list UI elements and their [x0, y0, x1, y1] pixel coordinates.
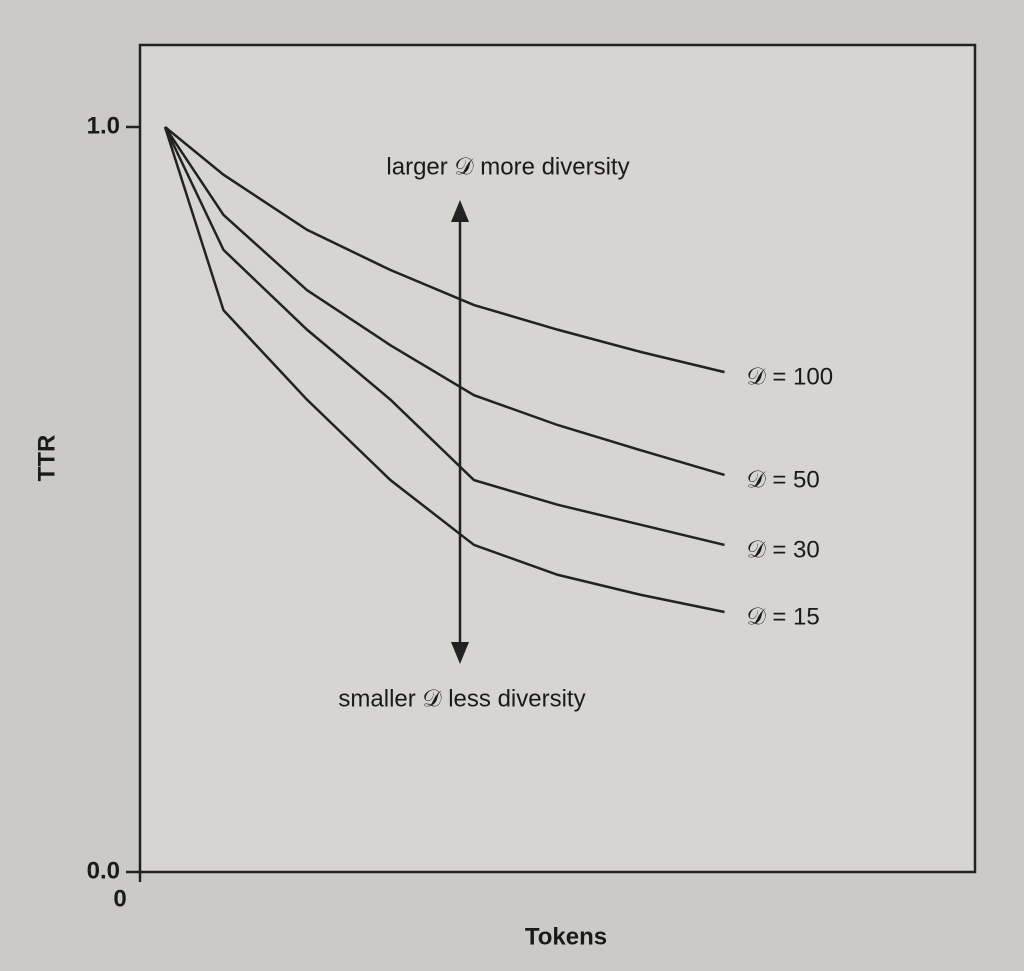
- arrow-head-up: [451, 200, 469, 222]
- annotation: larger 𝒟 more diversity: [386, 153, 629, 180]
- series-line: [164, 126, 725, 477]
- x-axis-label: Tokens: [525, 923, 607, 950]
- arrow-head-down: [451, 642, 469, 664]
- annotation: smaller 𝒟 less diversity: [338, 685, 585, 712]
- y-tick-label: 0.0: [87, 857, 120, 884]
- series-label: 𝒟 = 50: [747, 466, 820, 493]
- series-line: [163, 126, 725, 547]
- series-line: [164, 126, 725, 374]
- series-label: 𝒟 = 100: [747, 363, 834, 390]
- series-label: 𝒟 = 15: [747, 603, 820, 630]
- plot-frame: [138, 43, 977, 874]
- series-line: [163, 126, 725, 614]
- series-label: 𝒟 = 30: [747, 536, 820, 563]
- x-tick-label: 0: [113, 885, 126, 912]
- y-tick-label: 1.0: [87, 112, 120, 139]
- y-axis-label: TTR: [33, 435, 60, 482]
